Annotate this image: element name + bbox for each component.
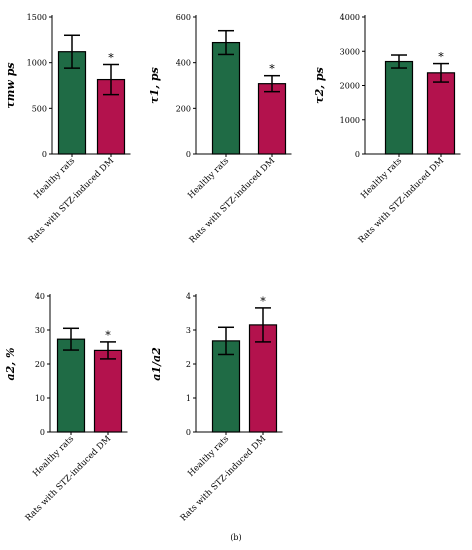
figure-caption: (b) [230, 533, 241, 542]
y-tick-label: 500 [32, 104, 47, 113]
y-tick-label: 0 [42, 150, 47, 159]
y-tick-label: 20 [35, 360, 45, 369]
y-tick-label: 0 [40, 428, 45, 437]
y-axis-label: τ1, ps [148, 67, 161, 104]
x-category-label: Healthy rats [186, 156, 231, 201]
x-category-label: Healthy rats [359, 156, 404, 201]
y-tick-label: 40 [35, 292, 45, 301]
y-tick-label: 0 [355, 150, 360, 159]
y-tick-label: 4 [186, 292, 191, 301]
y-tick-label: 10 [35, 394, 45, 403]
x-category-label: Rats with STZ-induced DM [27, 156, 117, 246]
y-tick-label: 1 [186, 394, 191, 403]
y-tick-label: 30 [35, 326, 45, 335]
y-tick-label: 1000 [27, 59, 47, 68]
y-tick-label: 0 [186, 428, 191, 437]
y-tick-label: 3000 [340, 47, 360, 56]
significance-marker: * [269, 63, 275, 76]
y-tick-label: 2000 [340, 82, 360, 91]
x-category-label: Rats with STZ-induced DM [188, 156, 278, 246]
y-axis-label: a1/a2 [150, 347, 163, 381]
y-tick-label: 1000 [340, 116, 360, 125]
y-axis-label: τmw ps [4, 62, 17, 108]
bar [56, 338, 86, 433]
significance-marker: * [438, 51, 444, 64]
bar [257, 83, 287, 155]
y-tick-label: 400 [176, 59, 191, 68]
y-tick-label: 3 [186, 326, 191, 335]
y-tick-label: 1500 [27, 13, 47, 22]
y-axis-label: a2, % [4, 348, 17, 381]
bar [211, 340, 241, 433]
bar [426, 72, 456, 155]
chart-panel-3: 0 1000 2000 3000 4000 τ2, ps Healthy rats * Rats… [313, 13, 461, 246]
y-tick-label: 200 [176, 104, 191, 113]
y-tick-label: 2 [186, 360, 191, 369]
bar [93, 349, 123, 433]
bar [211, 41, 241, 155]
significance-marker: * [260, 295, 266, 308]
significance-marker: * [108, 51, 114, 64]
y-axis-label: τ2, ps [313, 67, 326, 104]
y-tick-label: 0 [186, 150, 191, 159]
significance-marker: * [105, 329, 111, 342]
bar [384, 60, 414, 155]
chart-panel-2: 0 200 400 600 τ1, ps Healthy rats * Rats with S… [148, 13, 292, 246]
x-category-label: Rats with STZ-induced DM [357, 156, 447, 246]
y-tick-label: 600 [176, 13, 191, 22]
y-tick-label: 4000 [340, 13, 360, 22]
